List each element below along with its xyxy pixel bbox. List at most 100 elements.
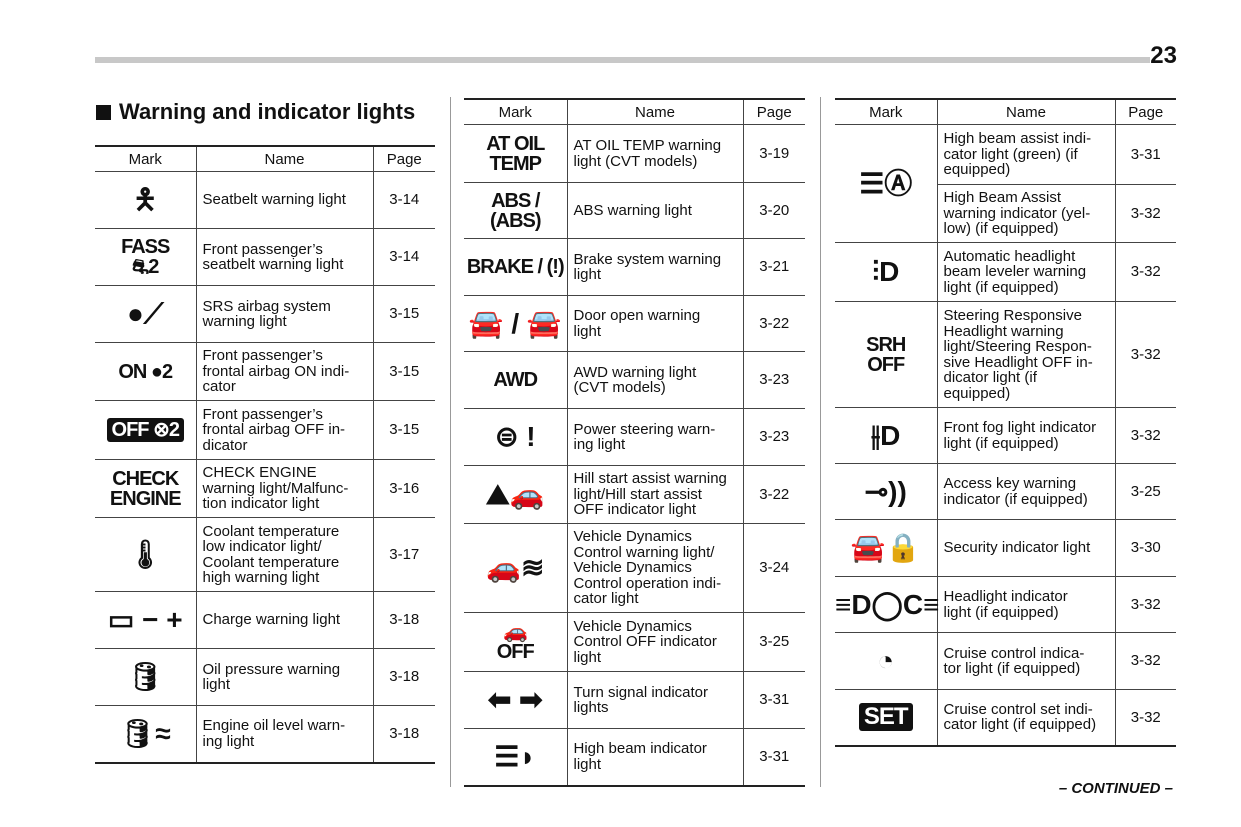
page-reference: 3-31 (1114, 124, 1176, 185)
table-row: 🛢≈ Engine oil level warn- ing light 3-18 (95, 705, 435, 764)
page-reference: 3-25 (1114, 463, 1176, 520)
table-row: ⊸)) Access key warning indicator (if equi… (835, 463, 1176, 520)
column-divider (450, 97, 451, 787)
square-bullet-icon (96, 105, 111, 120)
table-row: AWD AWD warning light (CVT models) 3-23 (464, 351, 805, 409)
light-name: Oil pressure warning light (196, 648, 373, 706)
mark-cell: ●⟋ (95, 285, 197, 343)
table-row: 🚘 / 🚘 Door open warning light 3-22 (464, 295, 805, 352)
vehicle-dynamics-off-icon: 🚗 OFF (496, 621, 535, 663)
table-row: CHECK ENGINE CHECK ENGINE warning light/M… (95, 459, 435, 518)
page-reference: 3-30 (1114, 519, 1176, 577)
mark-cell: 🛢≈ (95, 705, 197, 764)
table-row: ●⟋ SRS airbag system warning light 3-15 (95, 285, 435, 343)
page-reference: 3-15 (372, 400, 435, 460)
mark-cell: ⫲D (835, 407, 938, 464)
mark-cell: 🚗 OFF (464, 612, 568, 672)
light-name: Brake system warning light (567, 238, 743, 296)
passenger-airbag-off-icon: OFF ⊗2 (106, 418, 184, 442)
column-header-page: Page (742, 98, 805, 125)
oil-pressure-icon: 🛢 (127, 661, 164, 692)
page-reference: 3-23 (742, 351, 805, 409)
light-name: Hill start assist warning light/Hill sta… (567, 465, 743, 524)
table-row: ≡D◯C≡ Headlight indicator light (if equip… (835, 576, 1176, 633)
table-row: ABS / (ABS) ABS warning light 3-20 (464, 182, 805, 239)
light-name: Headlight indicator light (if equipped) (937, 576, 1115, 633)
table-row: ON ●2 Front passenger’s frontal airbag ON… (95, 342, 435, 401)
page-reference: 3-32 (1114, 576, 1176, 633)
page-reference: 3-32 (1114, 184, 1176, 243)
mark-cell: ABS / (ABS) (464, 182, 568, 239)
mark-cell: BRAKE / (!) (464, 238, 568, 296)
mark-cell: ⛰🚗 (464, 465, 568, 524)
light-name: Vehicle Dynamics Control warning light/ … (567, 523, 743, 613)
mark-cell: ⊸)) (835, 463, 938, 520)
coolant-temperature-icon: 🌡 (127, 538, 164, 570)
front-fog-icon: ⫲D (871, 419, 901, 451)
passenger-seatbelt-icon: FASS ⛐2 (121, 236, 170, 278)
light-name: CHECK ENGINE warning light/Malfunc- tion… (196, 459, 373, 518)
high-beam-assist-icon: ☰Ⓐ (859, 167, 913, 199)
mark-cell: AT OIL TEMP (464, 124, 568, 183)
light-name: Charge warning light (196, 591, 373, 649)
power-steering-icon: ⊜ ! (494, 421, 536, 452)
turn-signal-icon: ⬅ ➡ (487, 684, 543, 715)
page-reference: 3-14 (372, 171, 435, 229)
passenger-airbag-on-icon: ON ●2 (118, 360, 173, 383)
page-reference: 3-16 (372, 459, 435, 518)
column-header-mark: Mark (95, 145, 197, 172)
column-divider (820, 97, 821, 787)
light-name: Access key warning indicator (if equippe… (937, 463, 1115, 520)
abs-icon: ABS / (ABS) (489, 189, 542, 232)
mark-cell: ≡D◯C≡ (835, 576, 940, 633)
light-name: Power steering warn- ing light (567, 408, 743, 466)
table-row: ⫶D Automatic headlight beam leveler warni… (835, 242, 1176, 302)
table-row: ☰◗ High beam indicator light 3-31 (464, 728, 805, 787)
mark-cell: ▭ − + (95, 591, 197, 649)
light-name: Front passenger’s frontal airbag OFF in-… (196, 400, 373, 460)
light-name: High beam indicator light (567, 728, 743, 787)
page-number: 23 (1150, 42, 1177, 69)
page-reference: 3-32 (1114, 242, 1176, 302)
page-reference: 3-32 (1114, 301, 1176, 408)
light-name: SRS airbag system warning light (196, 285, 373, 343)
column-header-name: Name (567, 98, 743, 125)
warning-lights-table-2: Mark Name Page AT OIL TEMP AT OIL TEMP warni… (464, 98, 805, 787)
mark-cell: 🚘🔒 (835, 519, 938, 577)
table-row: SRH OFF Steering Responsive Headlight war… (835, 301, 1176, 408)
mark-cell: CHECK ENGINE (95, 459, 197, 518)
light-name: Turn signal indicator lights (567, 671, 743, 729)
mark-cell: 🛢 (95, 648, 197, 706)
at-oil-temp-icon: AT OIL TEMP (486, 132, 545, 175)
page-reference: 3-23 (742, 408, 805, 466)
headlight-indicator-icon: ≡D◯C≡ (835, 588, 940, 620)
table-row: BRAKE / (!) Brake system warning light 3-2… (464, 238, 805, 296)
table-row: ▭ − + Charge warning light 3-18 (95, 591, 435, 649)
mark-cell: 🚗≋ (464, 523, 568, 613)
table-row: 🛢 Oil pressure warning light 3-18 (95, 648, 435, 706)
page-reference: 3-18 (372, 648, 435, 706)
page-reference: 3-32 (1114, 689, 1176, 747)
light-name: AWD warning light (CVT models) (567, 351, 743, 409)
light-name: Cruise control indica- tor light (if equ… (937, 632, 1115, 690)
page-reference: 3-17 (372, 517, 435, 592)
table-row: 🚘🔒 Security indicator light 3-30 (835, 519, 1176, 577)
light-name: Front passenger’s frontal airbag ON indi… (196, 342, 373, 401)
access-key-icon: ⊸)) (864, 475, 907, 507)
airbag-icon: ●⟋ (126, 298, 164, 329)
section-title: Warning and indicator lights (96, 99, 415, 125)
table-row: 🚗≋ Vehicle Dynamics Control warning light… (464, 523, 805, 613)
seatbelt-icon: 🯅 (132, 184, 158, 215)
table-row: 🌡 Coolant temperature low indicator light… (95, 517, 435, 592)
table-row: ◔ Cruise control indica- tor light (if eq… (835, 632, 1176, 690)
table-row: ⫲D Front fog light indicator light (if eq… (835, 407, 1176, 464)
vehicle-dynamics-icon: 🚗≋ (486, 552, 545, 583)
page-reference: 3-20 (742, 182, 805, 239)
table-row: ☰Ⓐ High beam assist indi- cator light (gr… (835, 124, 1176, 243)
cruise-set-icon: SET (858, 703, 913, 732)
continued-note: – CONTINUED – (1058, 780, 1173, 797)
light-name: Steering Responsive Headlight warning li… (937, 301, 1115, 408)
page-reference: 3-24 (742, 523, 805, 613)
page-reference: 3-21 (742, 238, 805, 296)
light-name: Front fog light indicator light (if equi… (937, 407, 1115, 464)
